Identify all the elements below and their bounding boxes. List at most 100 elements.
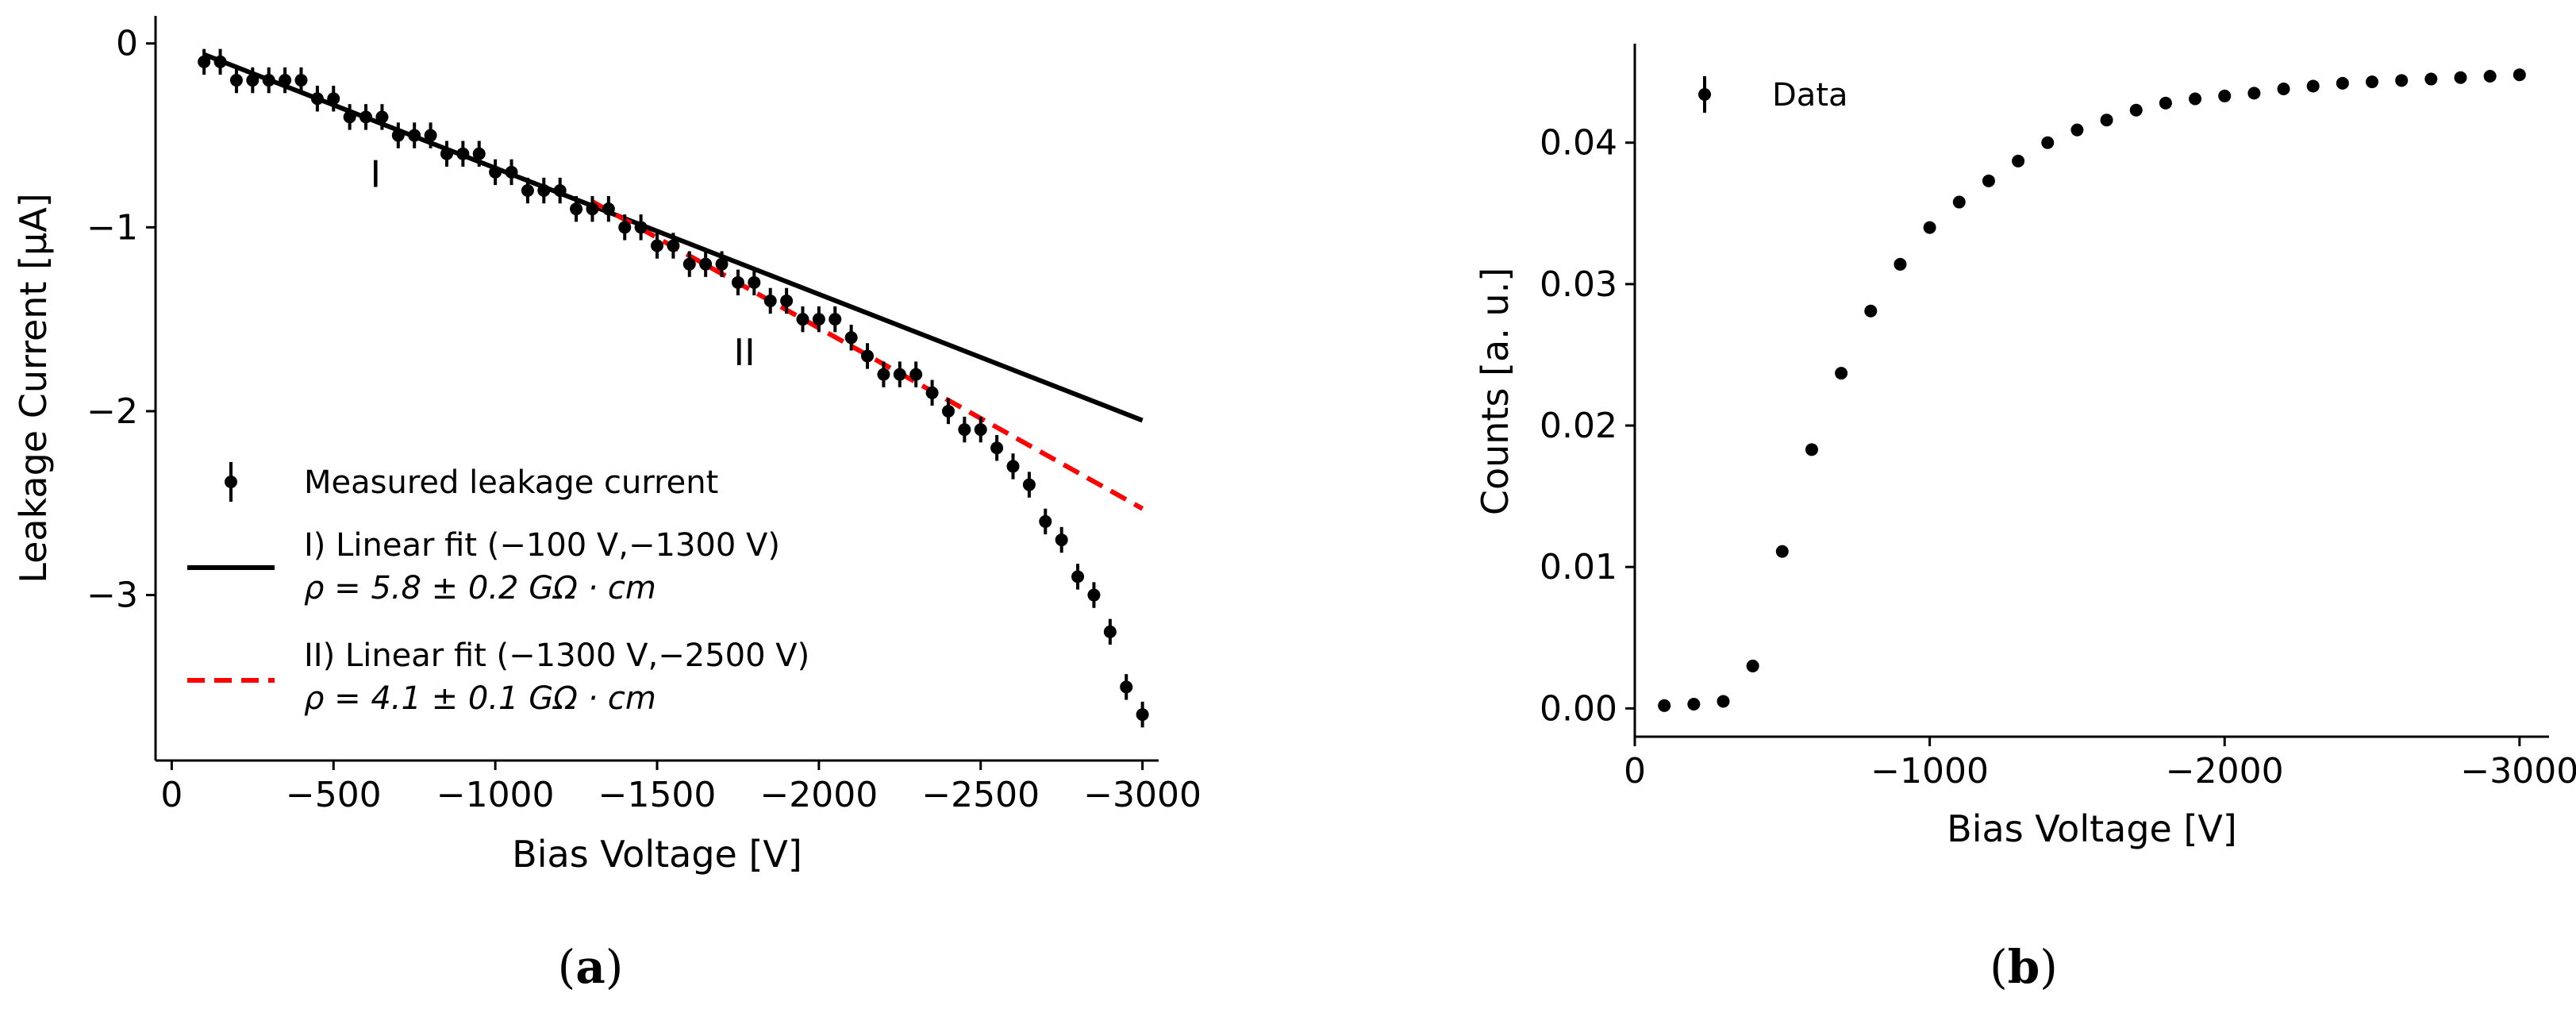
chart-a-y-ticks: 0 −1 −2 −3 (87, 24, 156, 616)
data-point (1835, 367, 1848, 380)
chart-b-y-ticks: 0.00 0.01 0.02 0.03 0.04 (1540, 123, 1635, 729)
point-marker (246, 74, 260, 87)
legend-marker-data (1698, 76, 1711, 113)
data-point (1055, 526, 1068, 553)
point-marker (1006, 460, 1020, 473)
data-point (2454, 71, 2467, 84)
data-point (2306, 79, 2320, 93)
data-point (1136, 701, 1149, 728)
data-point (1039, 508, 1052, 535)
point-marker (391, 129, 405, 142)
data-point (424, 122, 437, 148)
point-marker (715, 257, 729, 271)
data-point (844, 325, 858, 351)
data-point (2041, 136, 2055, 149)
point-marker (990, 441, 1004, 455)
legend-marker-measured (225, 462, 237, 502)
data-point (2336, 76, 2349, 90)
data-point (1120, 674, 1133, 700)
y-tick-label: −2 (87, 391, 138, 432)
data-point (2100, 114, 2113, 127)
data-point (796, 306, 809, 333)
data-point (682, 251, 696, 277)
chart-a-x-label: Bias Voltage [V] (512, 833, 802, 876)
data-point (1071, 564, 1085, 590)
data-point (586, 195, 599, 222)
y-tick-label: 0 (116, 24, 138, 64)
region-annotation: II (734, 331, 755, 374)
point-marker (472, 147, 486, 160)
data-point (715, 251, 729, 277)
data-point (2277, 83, 2290, 96)
legend-label-fit-2: II) Linear fit (−1300 V,−2500 V) (304, 637, 809, 674)
chart-a-panel-label: (a) (558, 940, 624, 994)
data-point (618, 214, 632, 241)
y-tick-label: 0.02 (1540, 406, 1617, 446)
data-point (1952, 195, 1966, 209)
data-point (990, 435, 1004, 461)
point-marker (1039, 514, 1052, 528)
data-point (2012, 154, 2025, 168)
data-point (667, 233, 680, 259)
data-point (408, 122, 421, 148)
chart-a-y-label: Leakage Current [μA] (12, 193, 55, 583)
data-point (1746, 659, 1759, 672)
data-point (748, 269, 761, 296)
point-marker (877, 368, 890, 381)
data-point (1687, 698, 1701, 711)
data-point (1864, 304, 1878, 318)
data-point (279, 67, 292, 94)
y-tick-label: 0.01 (1540, 547, 1617, 587)
data-point (2483, 69, 2497, 83)
legend-rho-fit-2: ρ = 4.1 ± 0.1 GΩ · cm (304, 680, 656, 717)
data-point (2424, 72, 2438, 86)
point-marker (812, 313, 825, 326)
legend-label-measured: Measured leakage current (304, 464, 718, 501)
data-point (229, 67, 243, 94)
data-point (731, 269, 744, 296)
point-marker (440, 147, 453, 160)
y-tick-label: −3 (87, 576, 138, 616)
data-point (1775, 545, 1789, 558)
x-tick-label: −3000 (1083, 775, 1201, 815)
point-marker (925, 386, 939, 399)
point-marker (586, 202, 599, 216)
chart-b: 0 −1000 −2000 −3000 0.00 0.01 0.02 0.03 0.04 Bi… (1474, 44, 2576, 994)
point-marker (941, 404, 955, 418)
point-marker (651, 239, 663, 252)
data-point (310, 86, 324, 112)
data-point (570, 195, 583, 222)
chart-b-panel-label: (b) (1990, 940, 2058, 994)
chart-b-legend: Data (1698, 76, 1848, 114)
x-tick-label: −1000 (1870, 751, 1989, 791)
data-point (602, 195, 615, 222)
fit-line-2 (590, 199, 1144, 511)
data-point (1103, 618, 1117, 645)
data-point (974, 416, 987, 443)
point-marker (521, 184, 534, 198)
point-marker (682, 257, 696, 271)
data-point (198, 48, 211, 75)
x-tick-label: −1500 (598, 775, 717, 815)
point-marker (763, 294, 777, 307)
chart-b-y-label: Counts [a. u.] (1474, 268, 1517, 515)
point-marker (343, 110, 356, 124)
data-point (246, 67, 260, 94)
point-marker (958, 423, 971, 437)
data-point (262, 67, 275, 94)
point-marker (1136, 708, 1149, 722)
data-point (375, 104, 389, 130)
point-marker (229, 74, 243, 87)
data-point (327, 86, 340, 112)
data-point (925, 379, 939, 406)
chart-a-x-ticks: 0 −500 −1000 −1500 −2000 −2500 −3000 (160, 761, 1201, 815)
point-marker (424, 129, 437, 142)
point-marker (198, 55, 211, 68)
point-marker (780, 294, 794, 307)
data-point (521, 177, 534, 204)
data-point (651, 233, 663, 259)
x-tick-label: 0 (160, 775, 183, 815)
data-point (505, 159, 518, 186)
region-annotation: I (370, 152, 381, 195)
